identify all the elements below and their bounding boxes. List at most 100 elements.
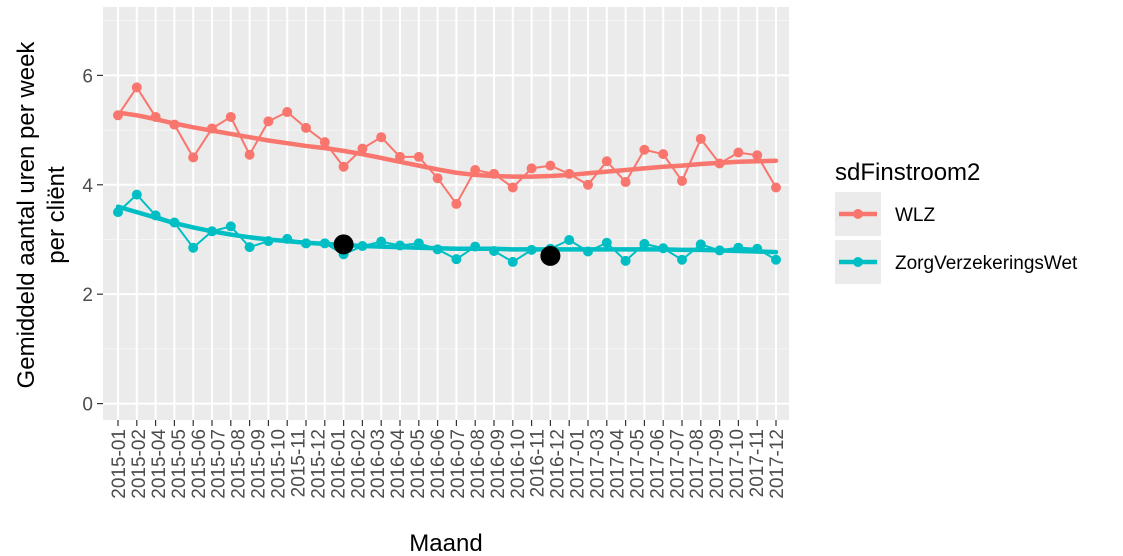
y-tick-label: 6 [82,66,93,87]
x-tick-label: 2015-05 [169,429,190,499]
data-point [752,150,763,161]
highlight-layer [333,234,561,266]
plot-panel [103,7,789,420]
legend-title: sdFinstroom2 [835,159,980,186]
data-point [188,152,199,163]
data-point [695,133,706,144]
x-tick-label: 2015-08 [229,429,250,499]
data-point [244,149,255,160]
data-point [244,242,255,253]
data-point [507,182,518,193]
x-tick-label: 2016-04 [388,429,409,499]
data-point [263,116,274,127]
y-axis-title: Gemiddeld aantal uren per week per cliën… [13,41,70,389]
data-point [771,254,781,265]
x-tick-label: 2015-02 [129,429,150,499]
x-tick-label: 2015-06 [189,429,210,499]
data-point [639,144,650,155]
data-point [564,235,575,246]
x-tick-label: 2017-07 [667,429,688,499]
x-tick-label: 2017-05 [627,429,648,499]
series-layer [113,82,781,267]
data-point [507,256,518,267]
legend-keys [835,192,881,284]
data-point [338,161,349,172]
y-tick-label: 2 [82,285,93,306]
x-tick-label: 2016-03 [368,429,389,499]
legend-key-point [853,209,863,219]
data-point [771,182,781,193]
data-point [601,156,612,167]
data-point [225,221,236,232]
series-wlz [113,82,781,209]
x-tick-label: 2016-08 [468,429,489,499]
x-tick-label: 2017-08 [687,429,708,499]
major-gridlines [103,7,789,420]
data-point [695,239,706,250]
x-tick-label: 2017-10 [727,429,748,499]
x-tick-label: 2016-01 [328,429,349,499]
y-tick-label: 0 [82,395,93,416]
legend: sdFinstroom2 WLZ ZorgVerzekeringsWet [835,159,1078,284]
x-tick-label: 2017-04 [607,429,628,499]
x-tick-label: 2017-11 [747,429,768,497]
data-point [733,147,744,158]
legend-key-wlz [835,192,881,236]
y-tick-label: 4 [82,176,93,197]
data-point [357,143,368,154]
x-tick-label: 2015-07 [209,429,230,499]
x-tick-label: 2016-06 [428,429,449,499]
x-tick-label: 2015-12 [308,429,329,499]
x-tick-label: 2017-12 [767,429,788,499]
x-tick-label: 2015-09 [249,429,270,499]
data-point [376,132,387,143]
legend-key-point [853,257,863,267]
data-point [319,137,330,148]
y-axis-title-line-2: per cliënt [43,166,70,264]
data-point [432,173,443,184]
x-tick-label: 2016-02 [348,429,369,499]
y-axis-title-line-1: Gemiddeld aantal uren per week [13,41,40,389]
highlight-point [540,245,561,266]
x-tick-label: 2017-06 [647,429,668,499]
x-axis-title: Maand [409,530,482,556]
x-axis-ticks: 2015-012015-022015-042015-052015-062015-… [109,420,788,499]
data-point [451,254,462,265]
legend-label-wlz: WLZ [895,205,936,226]
data-point [620,177,631,188]
data-point [301,122,311,133]
data-point [282,107,293,118]
x-tick-label: 2015-11 [288,429,309,497]
x-tick-label: 2016-12 [548,429,569,499]
legend-key-zorgverzekeringswet [835,240,881,284]
x-tick-label: 2017-01 [568,429,589,499]
x-tick-label: 2015-10 [269,429,290,499]
x-tick-label: 2017-09 [707,429,728,499]
data-point [545,160,556,171]
x-tick-label: 2016-11 [528,429,549,497]
data-point [677,254,687,265]
data-point [188,242,199,253]
data-point [639,238,650,249]
y-axis-ticks: 0 2 4 6 [82,66,103,416]
data-point [620,255,631,266]
x-tick-label: 2016-09 [488,429,509,499]
legend-label-zorgverzekeringswet: ZorgVerzekeringsWet [895,253,1078,274]
x-tick-label: 2016-10 [508,429,529,499]
trend-line [115,110,779,179]
data-point [526,163,537,174]
x-tick-label: 2016-07 [448,429,469,499]
highlight-point [333,234,354,255]
data-point [583,179,593,190]
data-point [658,149,669,160]
data-point [451,198,462,209]
x-tick-label: 2015-04 [149,429,170,499]
x-tick-label: 2015-01 [109,429,130,499]
series-zorgverzekeringswet [113,189,781,267]
data-point [225,111,236,122]
data-point [376,236,387,247]
x-tick-label: 2016-05 [408,429,429,499]
trend-line [115,204,779,255]
x-tick-label: 2017-03 [588,429,609,499]
data-point [131,82,142,93]
